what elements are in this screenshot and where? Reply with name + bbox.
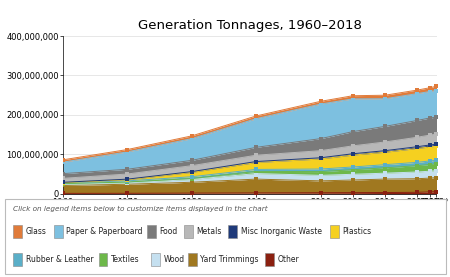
Text: Paper & Paperboard: Paper & Paperboard	[66, 227, 143, 236]
Bar	[151, 253, 160, 266]
Text: Rubber & Leather: Rubber & Leather	[26, 255, 93, 264]
Text: Misc Inorganic Waste: Misc Inorganic Waste	[241, 227, 322, 236]
Text: Wood: Wood	[164, 255, 185, 264]
Text: Other: Other	[277, 255, 299, 264]
Bar	[184, 225, 193, 238]
Text: Plastics: Plastics	[342, 227, 371, 236]
Bar	[54, 225, 63, 238]
Bar	[14, 253, 22, 266]
Title: Generation Tonnages, 1960–2018: Generation Tonnages, 1960–2018	[138, 19, 362, 32]
Bar	[14, 225, 22, 238]
Text: Food: Food	[160, 227, 178, 236]
Y-axis label: Tons: Tons	[0, 103, 4, 127]
Text: Glass: Glass	[26, 227, 46, 236]
Text: Textiles: Textiles	[111, 255, 140, 264]
FancyBboxPatch shape	[4, 199, 446, 274]
X-axis label: Year: Year	[238, 209, 261, 219]
Bar	[265, 253, 274, 266]
Bar	[330, 225, 338, 238]
Text: Click on legend items below to customize items displayed in the chart: Click on legend items below to customize…	[14, 206, 268, 212]
Bar	[228, 225, 237, 238]
Bar	[188, 253, 197, 266]
Bar	[147, 225, 156, 238]
Text: Yard Trimmings: Yard Trimmings	[200, 255, 259, 264]
Bar	[99, 253, 108, 266]
Text: Metals: Metals	[196, 227, 221, 236]
